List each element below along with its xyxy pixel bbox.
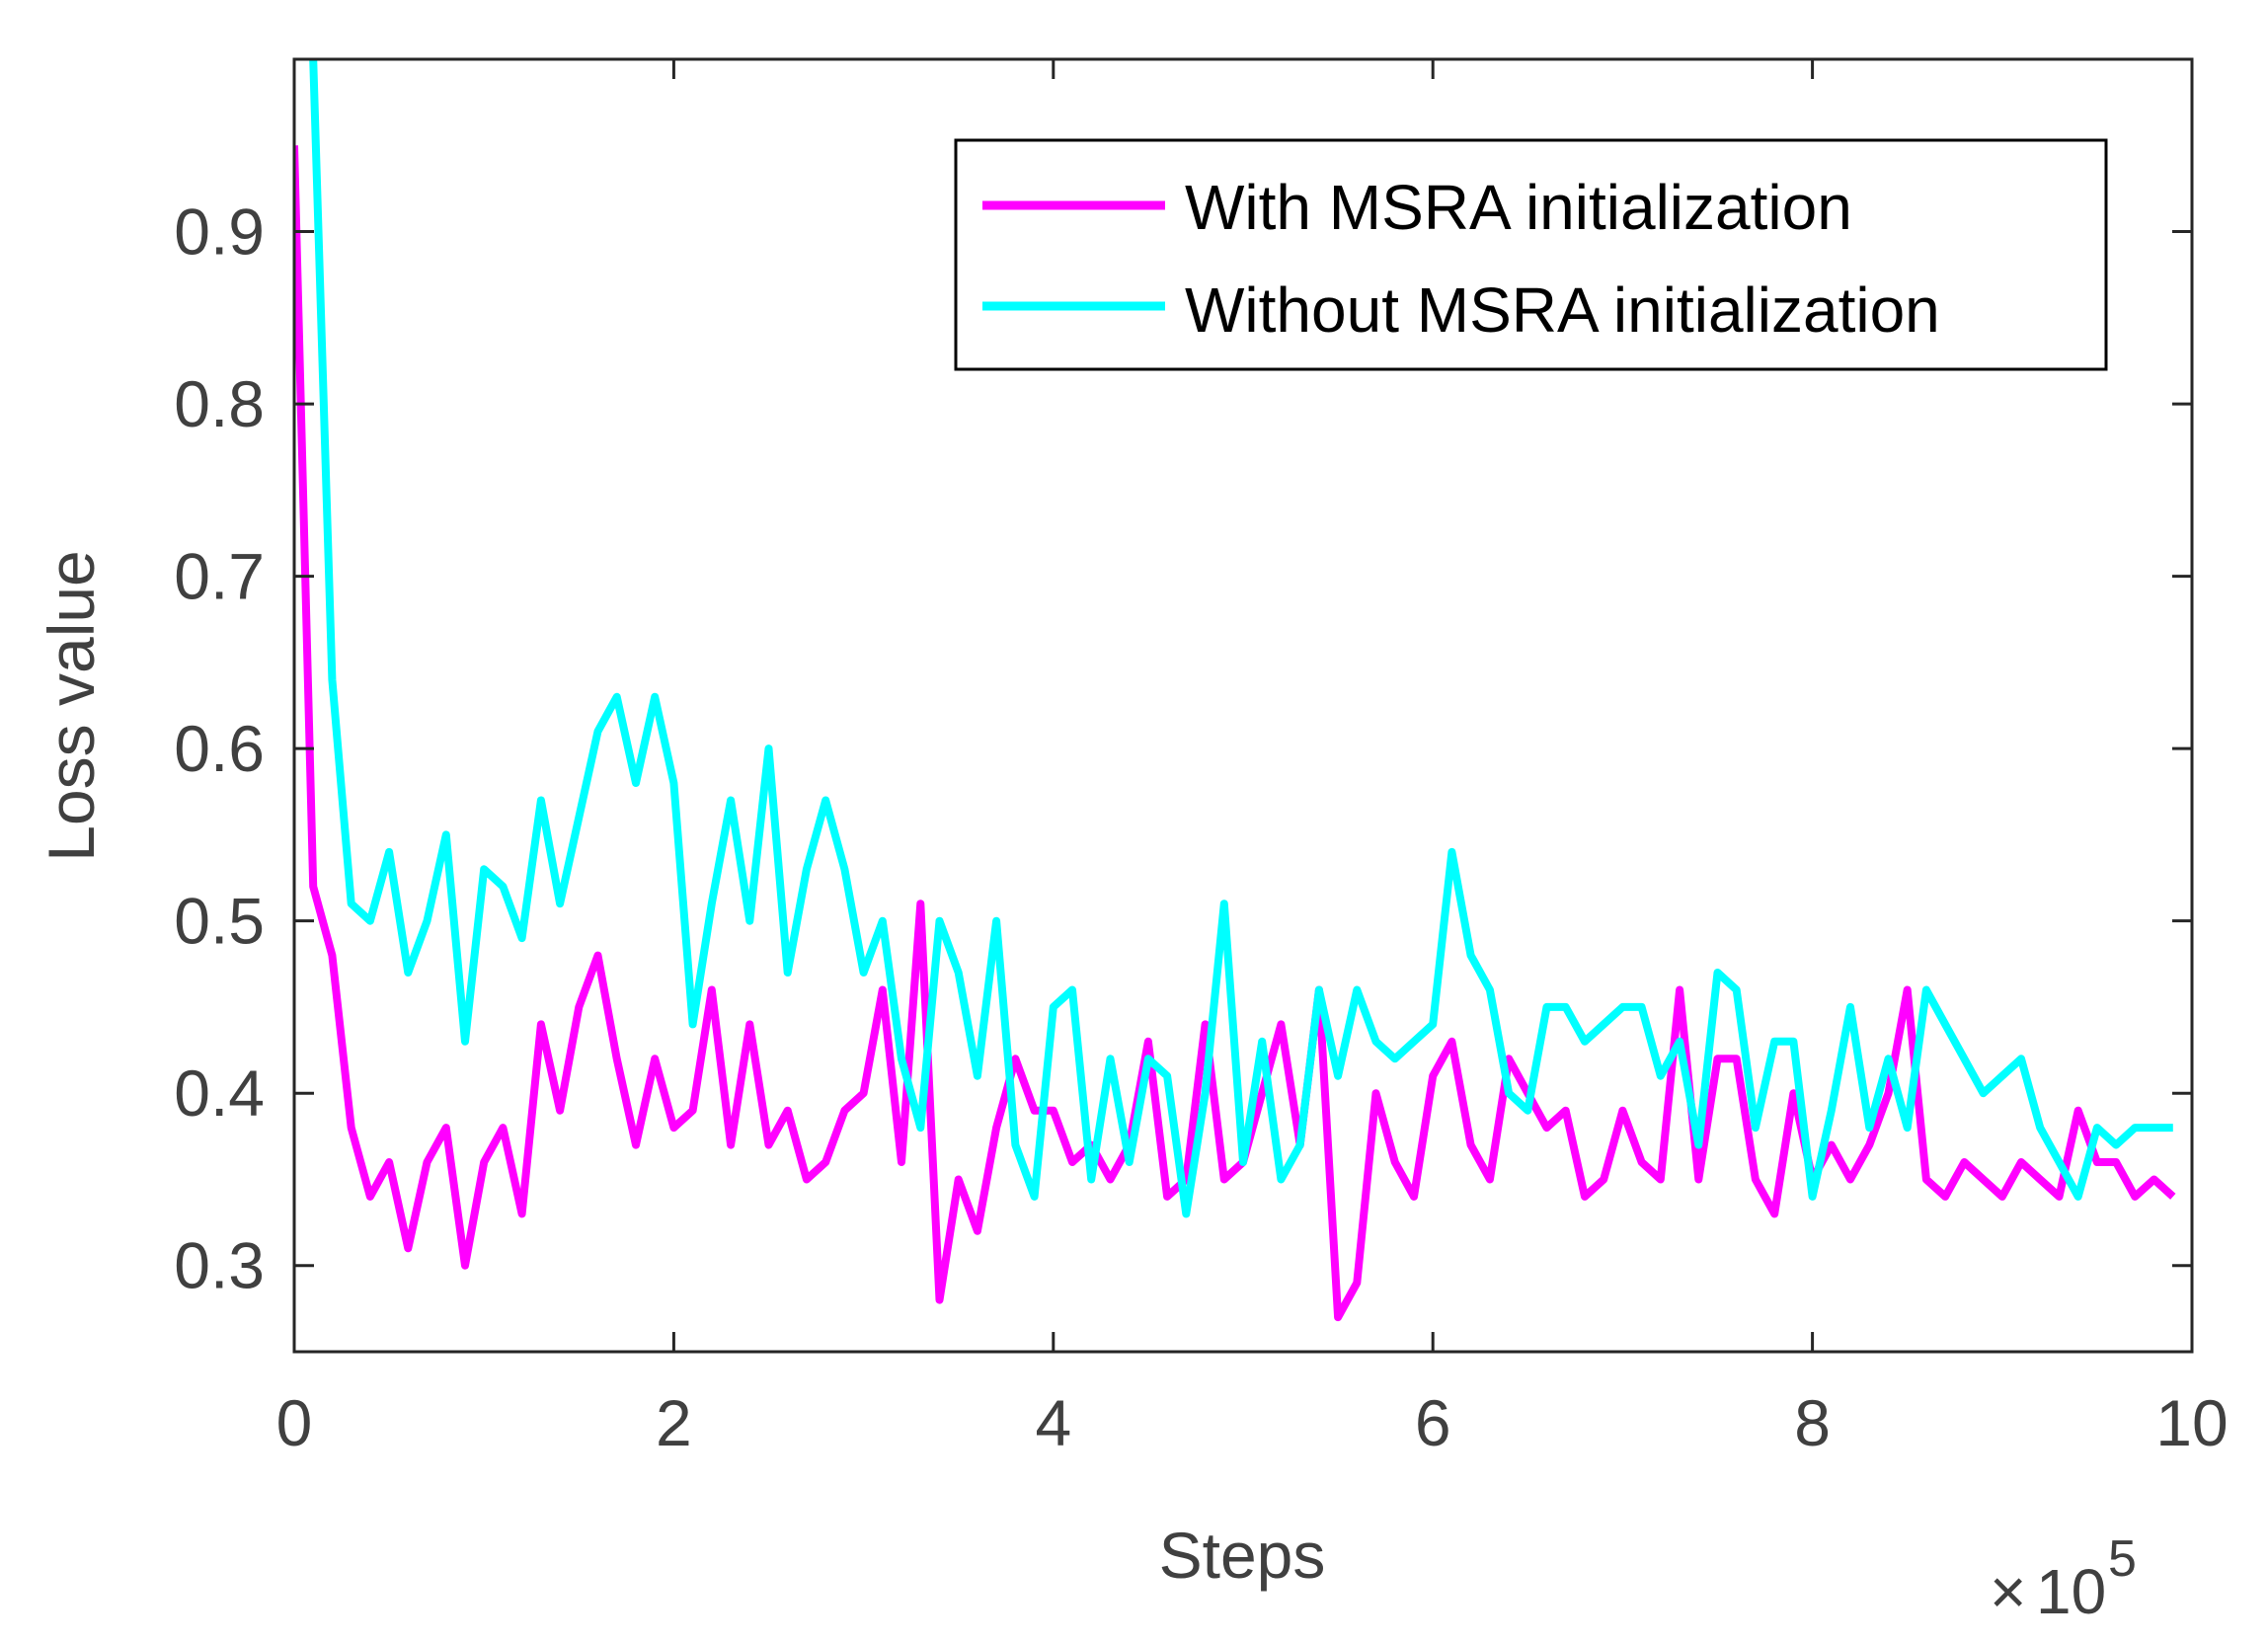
x-axis-title: Steps	[1159, 1519, 1326, 1592]
x-multiplier-exponent: 5	[2108, 1530, 2137, 1588]
x-tick-label: 2	[656, 1386, 692, 1459]
legend-label-without-msra: Without MSRA initialization	[1185, 274, 1940, 346]
x-tick-label: 6	[1415, 1386, 1451, 1459]
y-tick-label: 0.3	[174, 1229, 265, 1302]
x-tick-label: 8	[1794, 1386, 1831, 1459]
y-tick-label: 0.7	[174, 540, 265, 613]
series-line-without-msra	[309, 59, 2173, 1218]
y-tick-label: 0.6	[174, 712, 265, 785]
y-tick-label: 0.4	[174, 1056, 265, 1130]
x-multiplier-base: 10	[2036, 1556, 2106, 1627]
legend-label-with-msra: With MSRA initialization	[1185, 172, 1852, 243]
y-axis-title: Loss value	[35, 550, 108, 862]
axes-box	[292, 57, 2194, 1354]
y-tick-label: 0.9	[174, 196, 265, 269]
x-tick-label: 0	[276, 1386, 313, 1459]
legend: With MSRA initialization Without MSRA in…	[954, 138, 2108, 371]
y-tick-label: 0.5	[174, 885, 265, 958]
x-tick-label: 10	[2155, 1386, 2228, 1459]
x-multiplier-times: ×	[1990, 1556, 2026, 1627]
series-layer	[294, 59, 2176, 1322]
series-line-with-msra	[294, 145, 2176, 1322]
legend-box	[954, 138, 2108, 371]
y-tick-label: 0.8	[174, 367, 265, 440]
x-tick-label: 4	[1035, 1386, 1071, 1459]
tick-layer: 0 2 4 6 8 10 0.3 0.4 0.5 0.6 0.7 0.8 0.9	[174, 59, 2229, 1459]
